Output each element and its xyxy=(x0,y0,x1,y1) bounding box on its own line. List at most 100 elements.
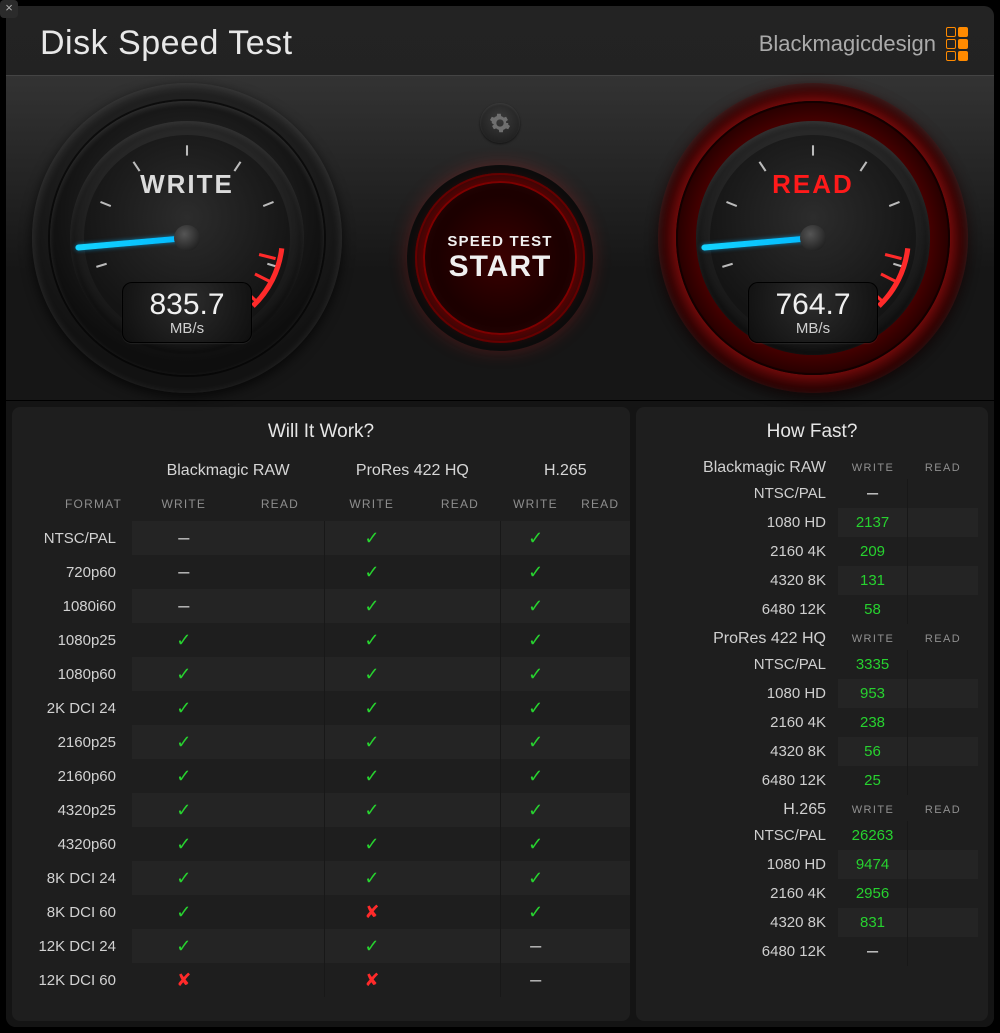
read-fps-value xyxy=(908,679,978,708)
result-cell: ✓ xyxy=(324,657,419,691)
result-cell xyxy=(570,963,630,997)
how-fast-panel: How Fast? Blackmagic RAWWRITEREADNTSC/PA… xyxy=(636,407,988,1021)
result-cell xyxy=(236,929,325,963)
result-cell xyxy=(419,861,500,895)
close-button[interactable]: × xyxy=(0,0,18,18)
will-it-work-title: Will It Work? xyxy=(12,411,630,453)
app-window: Disk Speed Test Blackmagicdesign xyxy=(6,6,994,1027)
result-cell: ✓ xyxy=(132,929,236,963)
gauge-hub-icon xyxy=(174,225,200,251)
write-value: 835.7 xyxy=(122,288,252,322)
result-cell xyxy=(236,589,325,623)
how-fast-row: 1080 HD953 xyxy=(636,679,978,708)
app-title: Disk Speed Test xyxy=(40,24,293,63)
write-fps-value: 26263 xyxy=(838,821,908,850)
sub-header: READ xyxy=(236,487,325,521)
result-cell: ✓ xyxy=(324,861,419,895)
how-fast-row: 4320 8K56 xyxy=(636,737,978,766)
read-fps-value xyxy=(908,537,978,566)
format-label: 6480 12K xyxy=(636,772,838,789)
read-fps-value xyxy=(908,850,978,879)
result-cell xyxy=(236,623,325,657)
result-cell: ✓ xyxy=(324,793,419,827)
sub-header: WRITE xyxy=(838,462,908,474)
format-label: 2160p60 xyxy=(12,759,132,793)
result-cell xyxy=(236,793,325,827)
gauges-panel: WRITE 835.7 MB/s SPEED TEST START xyxy=(6,75,994,401)
table-row: 1080p60✓✓✓ xyxy=(12,657,630,691)
result-cell: ✓ xyxy=(132,691,236,725)
format-label: 1080i60 xyxy=(12,589,132,623)
codec-label: ProRes 422 HQ xyxy=(636,630,838,648)
center-controls: SPEED TEST START xyxy=(415,103,585,343)
format-label: 4320 8K xyxy=(636,914,838,931)
result-cell: ✘ xyxy=(324,963,419,997)
format-label: NTSC/PAL xyxy=(636,656,838,673)
start-button[interactable]: SPEED TEST START xyxy=(415,173,585,343)
header: Disk Speed Test Blackmagicdesign xyxy=(6,6,994,75)
write-fps-value: 131 xyxy=(838,566,908,595)
table-row: NTSC/PAL–✓✓ xyxy=(12,521,630,555)
result-cell xyxy=(570,861,630,895)
read-fps-value xyxy=(908,737,978,766)
how-fast-row: NTSC/PAL26263 xyxy=(636,821,978,850)
read-fps-value xyxy=(908,708,978,737)
result-cell xyxy=(236,555,325,589)
sub-header: WRITE xyxy=(501,487,571,521)
read-value: 764.7 xyxy=(748,288,878,322)
sub-header: READ xyxy=(419,487,500,521)
result-cell xyxy=(570,793,630,827)
result-cell xyxy=(419,759,500,793)
sub-header: READ xyxy=(908,462,978,474)
settings-button[interactable] xyxy=(480,103,520,143)
result-cell xyxy=(419,895,500,929)
result-cell xyxy=(570,827,630,861)
format-label: 1080 HD xyxy=(636,514,838,531)
result-cell: ✓ xyxy=(132,759,236,793)
write-fps-value: 2137 xyxy=(838,508,908,537)
result-cell: ✓ xyxy=(132,895,236,929)
read-gauge: READ 764.7 MB/s xyxy=(658,83,968,393)
result-cell: ✓ xyxy=(501,725,571,759)
result-cell: ✓ xyxy=(324,521,419,555)
result-cell: – xyxy=(132,555,236,589)
table-row: 2160p60✓✓✓ xyxy=(12,759,630,793)
format-label: 2160 4K xyxy=(636,543,838,560)
result-cell xyxy=(236,691,325,725)
table-row: 8K DCI 24✓✓✓ xyxy=(12,861,630,895)
result-cell xyxy=(570,657,630,691)
start-button-line2: START xyxy=(449,250,552,284)
read-value-box: 764.7 MB/s xyxy=(748,282,878,343)
table-row: 8K DCI 60✓✘✓ xyxy=(12,895,630,929)
format-label: 12K DCI 60 xyxy=(12,963,132,997)
sub-header: READ xyxy=(570,487,630,521)
result-cell xyxy=(236,759,325,793)
result-cell: ✓ xyxy=(132,623,236,657)
result-cell xyxy=(236,861,325,895)
format-label: 720p60 xyxy=(12,555,132,589)
table-row: 1080p25✓✓✓ xyxy=(12,623,630,657)
result-cell xyxy=(236,827,325,861)
table-row: 720p60–✓✓ xyxy=(12,555,630,589)
how-fast-row: 6480 12K25 xyxy=(636,766,978,795)
result-cell xyxy=(570,895,630,929)
read-fps-value xyxy=(908,566,978,595)
result-cell xyxy=(419,929,500,963)
result-cell: ✓ xyxy=(324,725,419,759)
result-cell xyxy=(419,521,500,555)
brand-text: Blackmagicdesign xyxy=(759,31,936,57)
result-cell: ✓ xyxy=(132,861,236,895)
read-fps-value xyxy=(908,595,978,624)
results-area: Will It Work? Blackmagic RAW ProRes 422 … xyxy=(6,401,994,1027)
format-label: 4320p60 xyxy=(12,827,132,861)
format-label: NTSC/PAL xyxy=(636,485,838,502)
format-label: 2K DCI 24 xyxy=(12,691,132,725)
format-label: 12K DCI 24 xyxy=(12,929,132,963)
result-cell: ✓ xyxy=(501,691,571,725)
read-fps-value xyxy=(908,937,978,966)
sub-header: WRITE xyxy=(132,487,236,521)
result-cell xyxy=(236,963,325,997)
result-cell: ✘ xyxy=(132,963,236,997)
result-cell xyxy=(570,725,630,759)
result-cell: ✓ xyxy=(324,759,419,793)
